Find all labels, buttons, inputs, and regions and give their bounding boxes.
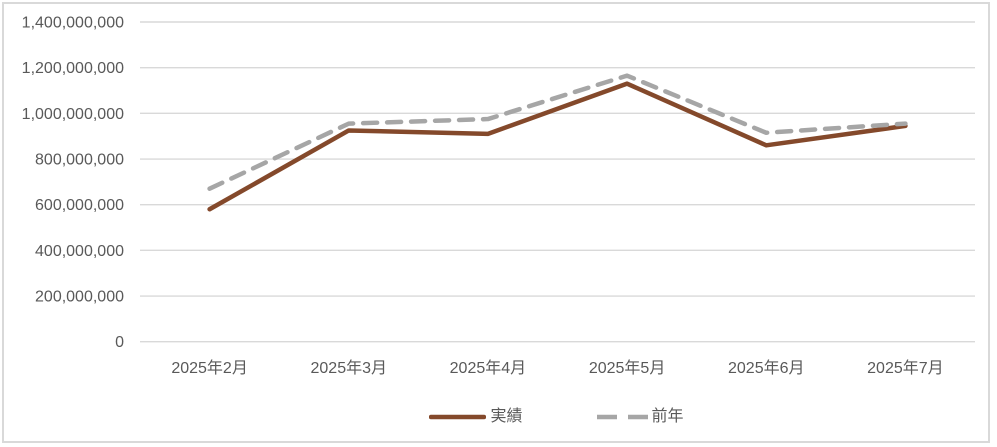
y-axis-tick-label: 1,000,000,000 (22, 106, 124, 123)
y-axis-tick-label: 0 (115, 334, 124, 351)
x-axis-tick-label: 2025年7月 (867, 359, 944, 377)
x-axis-tick-label: 2025年3月 (311, 359, 388, 377)
series-line-previous-year[interactable] (207, 73, 908, 191)
y-axis-tick-label: 200,000,000 (35, 289, 124, 306)
x-axis-tick-label: 2025年5月 (589, 359, 666, 377)
series-line-actual[interactable] (207, 81, 908, 212)
x-axis-tick-label: 2025年4月 (450, 359, 527, 377)
y-axis-tick-label: 1,400,000,000 (22, 15, 124, 32)
x-axis-tick-label: 2025年2月 (171, 359, 248, 377)
legend: 実績 前年 (138, 404, 975, 430)
y-axis-tick-label: 800,000,000 (35, 152, 124, 169)
y-axis-tick-label: 1,200,000,000 (22, 60, 124, 77)
legend-item-actual[interactable]: 実績 (429, 408, 523, 425)
legend-item-previous-year[interactable]: 前年 (596, 408, 684, 425)
legend-label-previous-year: 前年 (651, 408, 684, 425)
legend-label-actual: 実績 (490, 408, 523, 425)
y-axis-tick-label: 600,000,000 (35, 197, 124, 214)
dashed-line-swatch-icon (596, 414, 648, 420)
solid-line-swatch-icon (429, 414, 487, 420)
y-axis-tick-label: 400,000,000 (35, 243, 124, 260)
x-axis-tick-label: 2025年6月 (728, 359, 805, 377)
